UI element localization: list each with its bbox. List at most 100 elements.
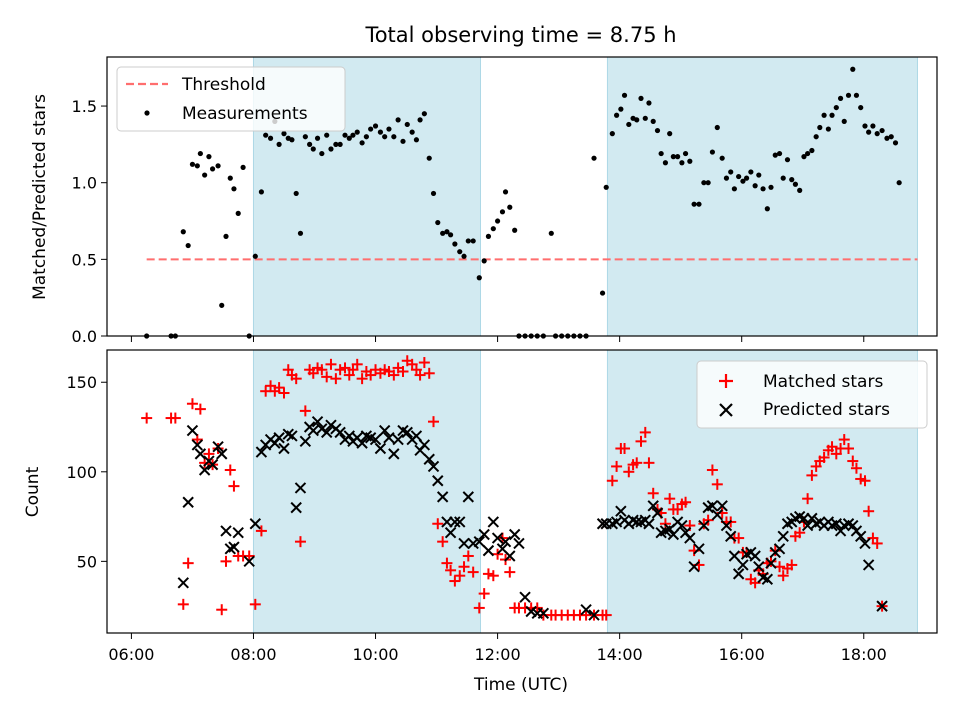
measurement-point [354, 129, 360, 135]
predicted-star-point [684, 532, 696, 544]
measurement-point [235, 210, 241, 216]
x-stroke-b [311, 415, 324, 428]
measurement-point [276, 141, 282, 147]
x-stroke-b [588, 609, 600, 621]
measurements-legend-swatch [144, 110, 150, 116]
predicted-legend-label: Predicted stars [763, 400, 890, 420]
measurement-point [764, 206, 770, 212]
matched-star-point [339, 362, 351, 374]
measurement-point [736, 173, 742, 180]
measurement-point [413, 137, 420, 143]
predicted-star-point [243, 555, 255, 568]
x-stroke-b [388, 448, 400, 460]
predicted-star-point [206, 458, 219, 471]
predicted-star-point [249, 518, 262, 530]
predicted-star-point [720, 519, 733, 532]
x-stroke-b [765, 557, 777, 569]
matched-star-point [777, 570, 789, 582]
predicted-star-point [519, 591, 531, 603]
predicted-star-point [369, 433, 382, 446]
predicted-star-point [643, 518, 655, 530]
top-legend: Threshold Measurements [116, 66, 346, 132]
matched-star-point [299, 405, 311, 417]
matched-star-point [838, 434, 850, 446]
matched-star-point [186, 398, 198, 410]
x-tick-label: 18:00 [841, 645, 887, 664]
matched-star-point [249, 598, 261, 610]
measurement-point [444, 229, 450, 235]
measurement-point [603, 184, 609, 190]
matched-star-point [278, 387, 290, 399]
predicted-star-point [356, 437, 368, 449]
predicted-star-point [423, 453, 435, 465]
x-stroke-b [374, 442, 387, 455]
x-stroke-b [243, 555, 255, 568]
x-tick-label: 16:00 [719, 645, 765, 664]
measurement-point [258, 189, 265, 195]
bottom-y-axis: 50 100 150 [66, 373, 107, 571]
predicted-star-point [876, 600, 888, 612]
measurement-point [638, 95, 644, 101]
x-tick-label: 08:00 [230, 645, 276, 664]
x-stroke-b [286, 430, 298, 442]
measurement-point [821, 112, 827, 118]
measurement-point [302, 134, 308, 140]
x-stroke-b [859, 537, 871, 550]
predicted-star-point [307, 424, 319, 437]
measurement-point [289, 137, 295, 143]
measurement-point [430, 190, 437, 197]
measurement-point [687, 158, 693, 164]
x-stroke-b [364, 432, 377, 444]
x-stroke-b [596, 518, 609, 530]
matched-star-point [321, 371, 333, 383]
measurement-point [646, 100, 652, 106]
predicted-star-point [228, 541, 240, 553]
matched-star-point [623, 466, 635, 478]
measurement-point [202, 172, 208, 178]
matched-star-point [432, 518, 444, 530]
measurement-point [447, 232, 454, 238]
x-stroke-b [478, 528, 490, 541]
measurement-point [240, 164, 246, 170]
measurement-point [833, 104, 839, 111]
matched-star-point [850, 462, 862, 474]
measurement-point [382, 134, 388, 140]
x-stroke-b [334, 426, 346, 439]
measurement-point [267, 135, 274, 141]
predicted-star-point [732, 568, 745, 580]
y-tick-label: 1.0 [72, 174, 97, 193]
predicted-star-point [725, 530, 737, 542]
x-stroke-b [496, 543, 509, 555]
measurement-point [189, 161, 196, 167]
matched-legend-swatch [719, 374, 733, 388]
x-stroke-b [698, 519, 710, 532]
x-tick-label: 06:00 [108, 645, 154, 664]
predicted-star-point [537, 607, 550, 620]
measurement-point [465, 238, 471, 244]
matched-star-point [802, 493, 814, 505]
x-stroke-b [369, 433, 382, 446]
x-stroke-b [462, 491, 475, 503]
matched-star-point [428, 416, 440, 428]
measurement-point [512, 227, 518, 233]
y-tick-label: 50 [77, 552, 97, 571]
measurement-point [613, 112, 620, 118]
x-stroke-b [647, 500, 659, 512]
predicted-star-point [273, 432, 285, 444]
measurement-point [723, 175, 730, 181]
matched-star-point [600, 609, 612, 621]
matched-star-point [635, 435, 647, 447]
measurement-point [768, 184, 774, 190]
measurement-point [837, 95, 844, 101]
measurement-point [662, 160, 669, 166]
matched-star-point [330, 373, 342, 385]
predicted-star-point [286, 430, 298, 442]
x-stroke-b [458, 537, 470, 550]
measurement-point [682, 150, 689, 157]
measurement-point [696, 201, 702, 207]
x-stroke-b [801, 519, 814, 532]
predicted-star-point [444, 526, 457, 539]
matched-star-point [806, 469, 818, 481]
matched-star-point [458, 561, 470, 573]
predicted-star-point [186, 424, 199, 437]
